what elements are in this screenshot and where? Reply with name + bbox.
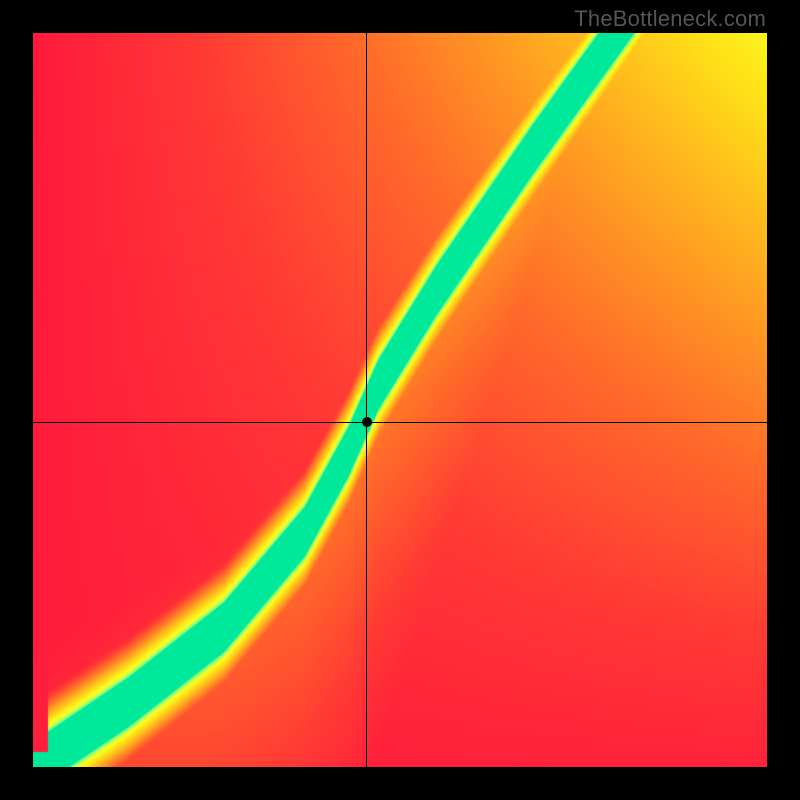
crosshair-marker: [362, 417, 372, 427]
watermark-text: TheBottleneck.com: [574, 6, 766, 32]
bottleneck-heatmap: [33, 33, 767, 767]
crosshair-vertical-line: [366, 33, 367, 767]
crosshair-horizontal-line: [33, 422, 767, 423]
